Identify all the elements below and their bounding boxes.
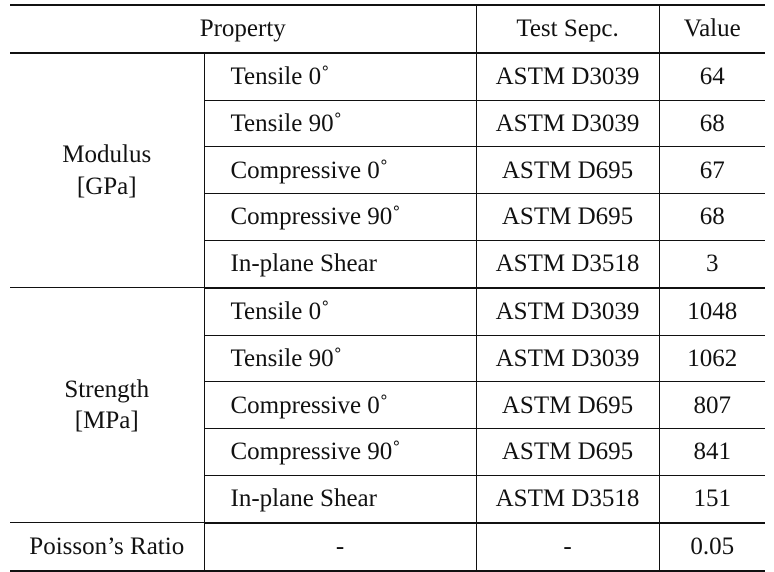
spec-cell: ASTM D695	[476, 193, 660, 241]
header-row: Property Test Sepc. Value	[10, 4, 766, 54]
table-row: Compressive 90˚ ASTM D695 68	[10, 193, 766, 241]
value-cell: 1048	[659, 287, 766, 336]
spec-cell: ASTM D3518	[476, 240, 660, 289]
spec-cell: ASTM D3518	[476, 475, 660, 524]
group-label-strength: Strength [MPa]	[10, 287, 205, 524]
header-test-spec: Test Sepc.	[476, 4, 660, 54]
spec-cell: ASTM D3039	[476, 287, 660, 336]
table-row: Compressive 0˚ ASTM D695 807	[10, 381, 766, 430]
value-cell: 807	[659, 381, 766, 430]
table-row: Tensile 90˚ ASTM D3039 68	[10, 100, 766, 148]
table-row: Compressive 0˚ ASTM D695 67	[10, 146, 766, 195]
property-cell: Tensile 90˚	[204, 100, 477, 148]
property-cell: In-plane Shear	[204, 240, 477, 289]
property-cell: Compressive 0˚	[204, 381, 477, 430]
poisson-spec-cell: -	[476, 522, 660, 572]
table-row: Modulus [GPa] Tensile 0˚ ASTM D3039 64	[10, 52, 766, 289]
table-row: Tensile 90˚ ASTM D3039 1062	[10, 335, 766, 383]
poisson-value-cell: 0.05	[659, 522, 766, 572]
group-label-line2: [MPa]	[74, 407, 139, 435]
value-cell: 151	[659, 475, 766, 524]
spec-cell: ASTM D3039	[476, 100, 660, 148]
property-cell: Tensile 0˚	[204, 287, 477, 336]
spec-cell: ASTM D695	[476, 381, 660, 430]
property-cell: Compressive 0˚	[204, 146, 477, 195]
value-cell: 841	[659, 428, 766, 476]
group-label-line1: Strength	[64, 376, 150, 404]
table-row: Compressive 90˚ ASTM D695 841	[10, 428, 766, 476]
value-cell: 68	[659, 193, 766, 241]
spec-cell: ASTM D695	[476, 146, 660, 195]
value-cell: 1062	[659, 335, 766, 383]
property-cell: Compressive 90˚	[204, 193, 477, 241]
poisson-label: Poisson’s Ratio	[10, 522, 205, 572]
poisson-property-cell: -	[204, 522, 477, 572]
value-cell: 67	[659, 146, 766, 195]
group-label-line2: [GPa]	[76, 172, 137, 200]
group-label-line1: Modulus	[62, 141, 152, 169]
spec-cell: ASTM D3039	[476, 335, 660, 383]
property-cell: Compressive 90˚	[204, 428, 477, 476]
table-row: Strength [MPa] Tensile 0˚ ASTM D3039 104…	[10, 287, 766, 524]
group-label-modulus: Modulus [GPa]	[10, 52, 205, 289]
value-cell: 68	[659, 100, 766, 148]
material-properties-table: Property Test Sepc. Value Modulus [GPa] …	[10, 4, 766, 572]
value-cell: 64	[659, 52, 766, 101]
table-row: In-plane Shear ASTM D3518 151	[10, 475, 766, 524]
table-row: In-plane Shear ASTM D3518 3	[10, 240, 766, 289]
property-cell: In-plane Shear	[204, 475, 477, 524]
value-cell: 3	[659, 240, 766, 289]
poisson-row: Poisson’s Ratio - - 0.05	[10, 522, 766, 572]
spec-cell: ASTM D3039	[476, 52, 660, 101]
header-value: Value	[659, 4, 766, 54]
property-cell: Tensile 0˚	[204, 52, 477, 101]
spec-cell: ASTM D695	[476, 428, 660, 476]
header-property: Property	[10, 4, 477, 54]
property-cell: Tensile 90˚	[204, 335, 477, 383]
